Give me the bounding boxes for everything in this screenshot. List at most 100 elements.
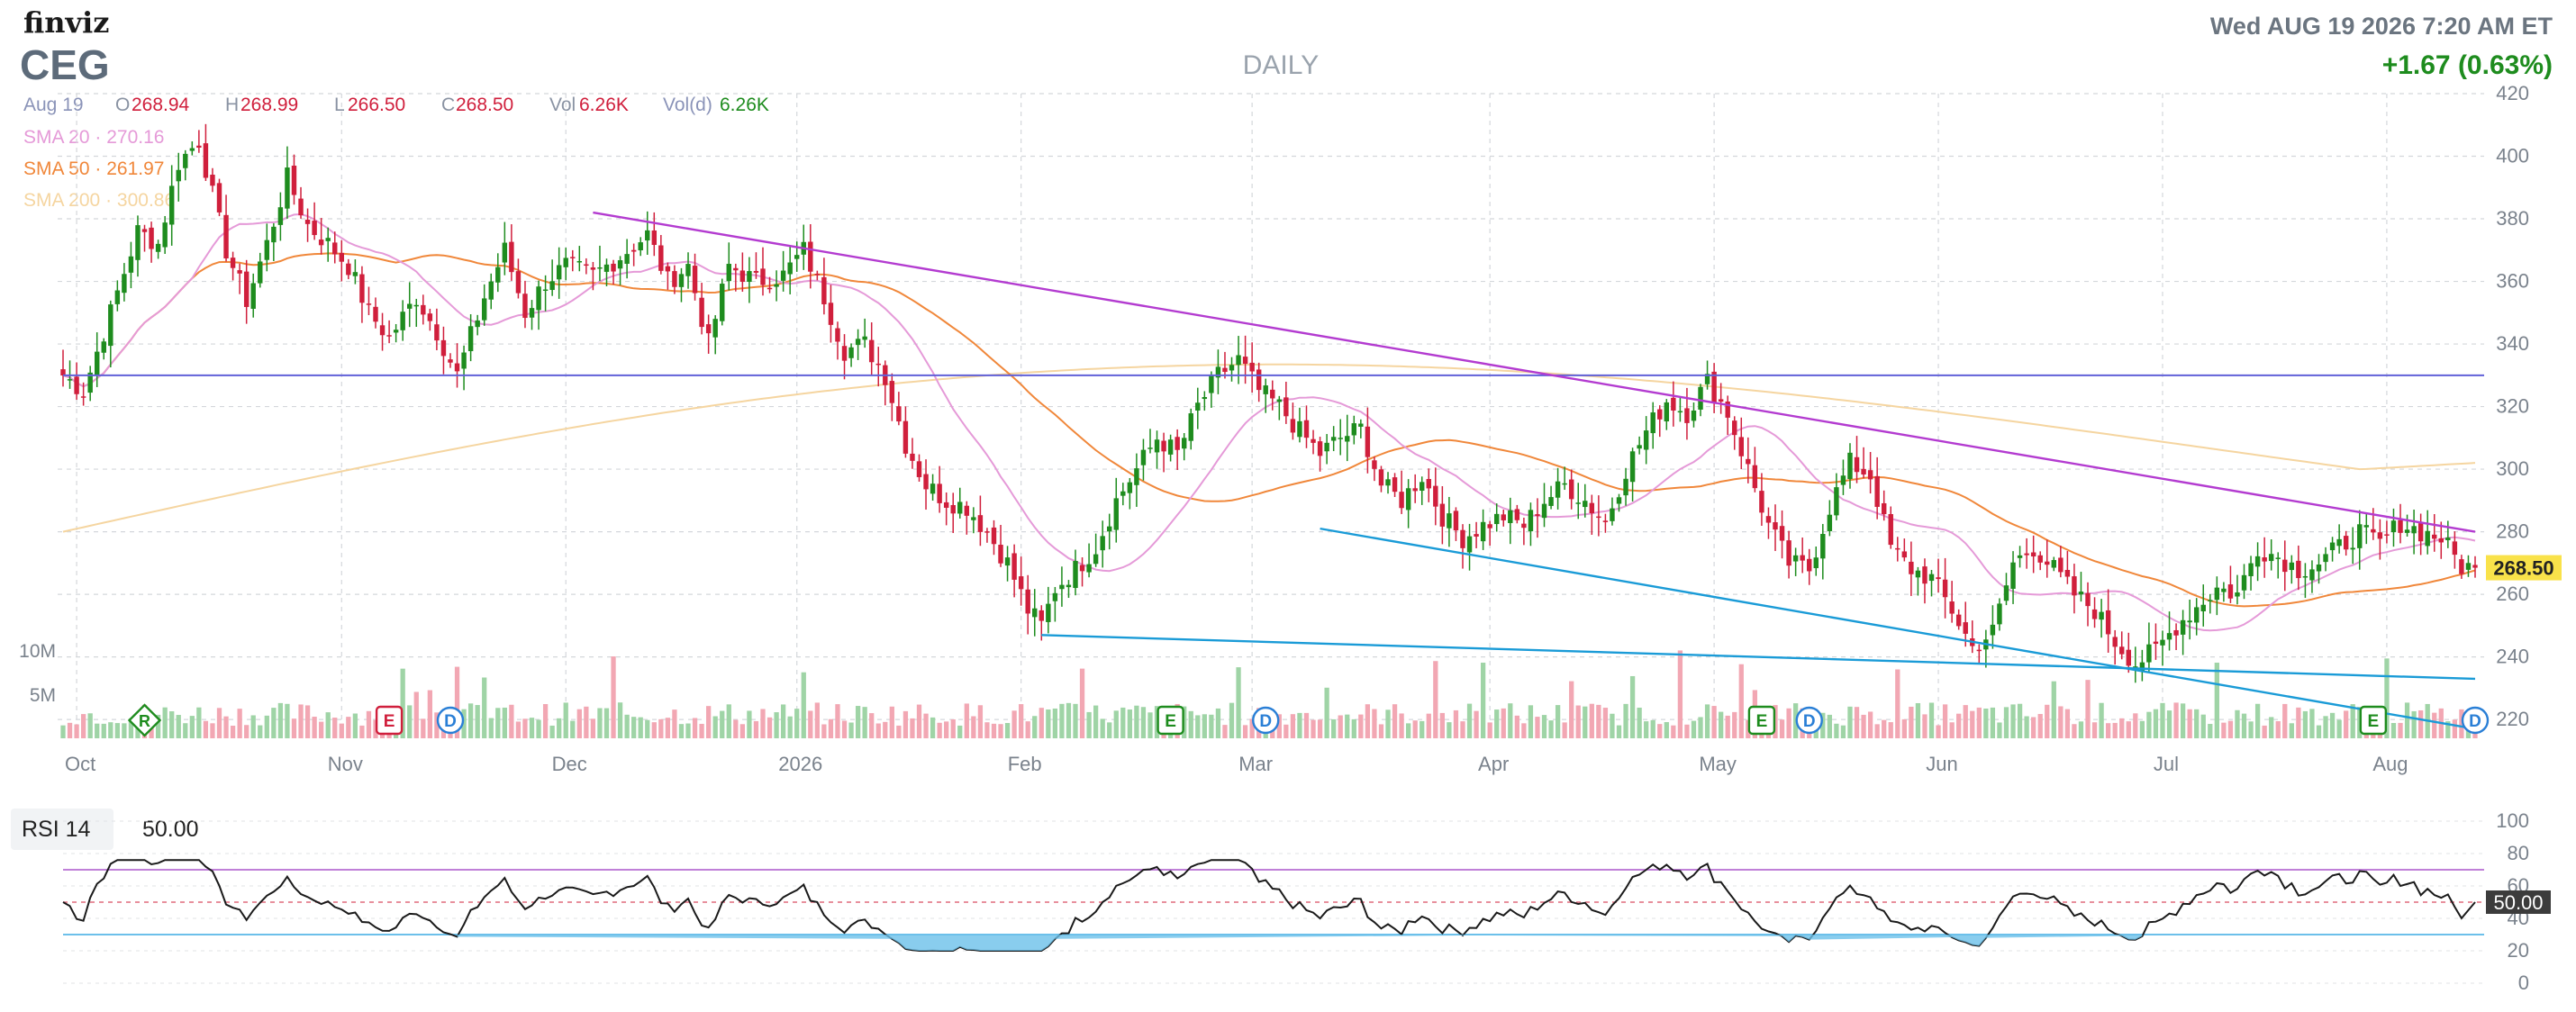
candle-body	[386, 335, 392, 337]
candle-body	[237, 270, 242, 274]
candle-body	[2350, 547, 2355, 550]
volume-bar	[828, 718, 834, 738]
candle-body	[1664, 402, 1670, 422]
candle-body	[2390, 520, 2397, 533]
candle-body	[2282, 559, 2288, 573]
candle-body	[645, 230, 650, 241]
volume-bar	[2166, 710, 2172, 738]
candle-body	[1915, 570, 1921, 578]
volume-bar	[984, 722, 990, 738]
candle-body	[2221, 588, 2227, 592]
sma50-label[interactable]: SMA 50 · 261.97	[23, 158, 164, 179]
timeframe-label[interactable]: DAILY	[1243, 50, 1319, 80]
volume-bar	[258, 725, 263, 738]
candle-body	[2030, 552, 2036, 557]
candle-body	[930, 483, 936, 494]
volume-bar	[400, 668, 405, 738]
candle-body	[529, 308, 535, 318]
marker-e-icon[interactable]: E	[1747, 705, 1776, 736]
sma20-label[interactable]: SMA 20 · 270.16	[23, 127, 164, 148]
candle-body	[495, 267, 501, 283]
volume-bar	[883, 721, 888, 738]
y-tick-300: 300	[2496, 457, 2529, 480]
candle-body	[475, 320, 480, 328]
candle-body	[2302, 576, 2308, 578]
candle-body	[712, 319, 718, 338]
candle-body	[1181, 438, 1187, 449]
volume-bar	[991, 723, 997, 738]
volume-bar	[2133, 713, 2138, 738]
volume-bar	[2445, 721, 2451, 738]
earnings-marker-letter: E	[384, 712, 395, 731]
trendline-support-flat[interactable]	[1041, 634, 2476, 681]
sma200-line	[62, 363, 2476, 533]
candle-body	[318, 239, 324, 246]
ohlc-date: Aug 19	[23, 95, 84, 115]
candle-body	[1840, 475, 1846, 485]
candle-body	[1589, 502, 1595, 514]
candle-body	[1909, 561, 1914, 574]
volume-bar	[461, 709, 467, 738]
candle-body	[2024, 553, 2029, 556]
volume-bar	[1541, 715, 1547, 738]
finviz-logo[interactable]: finviz	[23, 5, 109, 40]
candle-body	[298, 198, 304, 216]
marker-r-icon[interactable]: R	[127, 703, 162, 737]
volume-bar	[896, 725, 902, 738]
rsi-label-box[interactable]	[11, 809, 113, 850]
volume-bar	[937, 722, 942, 738]
volume-bar	[1847, 706, 1853, 738]
candle-body	[584, 264, 589, 267]
candle-body	[2336, 538, 2342, 547]
candle-body	[1616, 497, 1622, 504]
marker-e-icon[interactable]: E	[1156, 705, 1184, 736]
marker-d-icon[interactable]: D	[1252, 706, 1280, 735]
candle-body	[991, 527, 997, 545]
candle-body	[617, 260, 623, 269]
volume-bar	[1854, 707, 1860, 738]
candle-body	[1521, 523, 1527, 529]
volume-bar	[2031, 717, 2036, 738]
volume-bar	[2398, 722, 2403, 738]
rsi-tick-80: 80	[2508, 842, 2529, 864]
candle-body	[1568, 479, 1574, 500]
ticker-symbol: CEG	[20, 41, 110, 88]
candle-body	[1453, 511, 1459, 531]
candle-body	[1392, 477, 1398, 492]
marker-e-icon[interactable]: E	[2359, 705, 2388, 736]
volume-bar	[590, 718, 596, 738]
marker-d-icon[interactable]: D	[1795, 706, 1823, 735]
candle-body	[2105, 610, 2111, 635]
price-pane[interactable]: R E D E D E D E D 420 400 380 360 340 320 300 280 260 240…	[58, 82, 2562, 775]
volume-bar	[80, 714, 86, 738]
marker-e-icon[interactable]: E	[375, 705, 404, 736]
volume-bar	[2452, 719, 2458, 738]
candle-body	[2193, 607, 2200, 623]
candle-body	[705, 324, 712, 334]
trendline-resistance[interactable]	[593, 211, 2476, 533]
marker-d-icon[interactable]: D	[436, 706, 465, 735]
sma200-label[interactable]: SMA 200 · 300.86	[23, 190, 175, 211]
volume-bar	[1412, 720, 1418, 738]
candle-body	[454, 363, 460, 372]
candle-body	[624, 254, 630, 265]
volume-bar	[739, 724, 746, 738]
volume-bar	[1215, 708, 1221, 738]
volume-bar	[549, 725, 555, 738]
volume-bar	[1460, 721, 1465, 738]
volume-bar	[467, 703, 474, 738]
marker-d-icon[interactable]: D	[2461, 706, 2490, 735]
candle-body	[67, 379, 73, 381]
volume-bar	[658, 718, 664, 738]
trendline-support-falling[interactable]	[1320, 527, 2476, 730]
candle-body	[1596, 516, 1601, 519]
candle-body	[2268, 554, 2274, 562]
candle-body	[1637, 445, 1642, 449]
candle-body	[1684, 408, 1690, 423]
candle-body	[611, 263, 616, 272]
volume-bar	[95, 723, 100, 738]
candle-body	[1928, 574, 1935, 582]
volume-bar	[2208, 724, 2213, 738]
